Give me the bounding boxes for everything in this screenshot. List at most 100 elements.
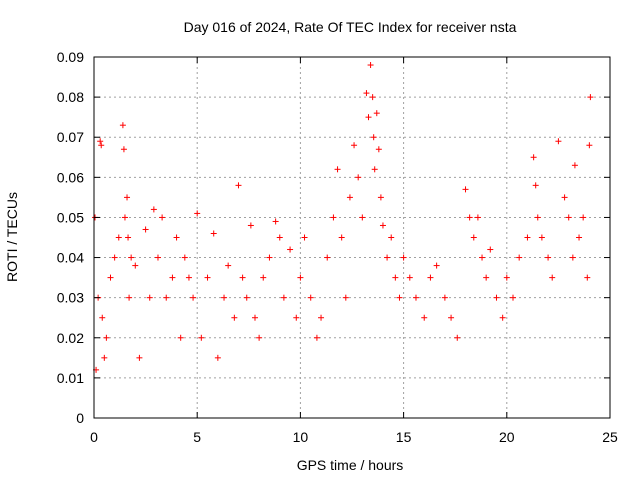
x-tick-label: 0 <box>90 429 98 445</box>
data-point <box>454 334 461 341</box>
data-point <box>493 294 500 301</box>
data-point <box>388 234 395 241</box>
data-point <box>210 230 217 237</box>
data-point <box>441 294 448 301</box>
data-point <box>128 254 135 261</box>
data-point <box>142 226 149 233</box>
data-point <box>334 166 341 173</box>
data-point <box>163 294 170 301</box>
data-point <box>555 138 562 145</box>
data-point <box>580 214 587 221</box>
data-point <box>363 90 370 97</box>
data-point <box>355 174 362 181</box>
data-point <box>509 294 516 301</box>
data-point <box>538 234 545 241</box>
y-tick-label: 0.02 <box>57 330 84 346</box>
data-point <box>367 62 374 69</box>
data-point <box>392 274 399 281</box>
data-point <box>448 314 455 321</box>
x-axis-label: GPS time / hours <box>297 457 404 473</box>
data-point <box>293 314 300 321</box>
data-point <box>121 214 128 221</box>
data-point <box>421 314 428 321</box>
y-tick-label: 0.09 <box>57 49 84 65</box>
data-point <box>307 294 314 301</box>
data-point <box>313 334 320 341</box>
plot-frame <box>93 56 611 419</box>
data-point <box>126 294 133 301</box>
data-point <box>534 214 541 221</box>
x-tick-label: 20 <box>499 429 515 445</box>
y-axis-label: ROTI / TECUs <box>4 192 20 282</box>
data-points <box>92 62 594 373</box>
data-point <box>125 234 132 241</box>
data-point <box>120 146 127 153</box>
data-point <box>146 294 153 301</box>
data-point <box>503 274 510 281</box>
y-tick-label: 0.04 <box>57 250 84 266</box>
data-point <box>154 254 161 261</box>
data-point <box>371 166 378 173</box>
data-point <box>470 234 477 241</box>
data-point <box>297 274 304 281</box>
data-point <box>462 186 469 193</box>
grid-lines <box>94 57 610 418</box>
data-point <box>185 274 192 281</box>
data-point <box>239 274 246 281</box>
data-point <box>266 254 273 261</box>
y-tick-label: 0.08 <box>57 89 84 105</box>
x-tick-label: 5 <box>193 429 201 445</box>
data-point <box>569 254 576 261</box>
data-point <box>276 234 283 241</box>
data-point <box>177 334 184 341</box>
data-point <box>124 194 131 201</box>
data-point <box>159 214 166 221</box>
data-point <box>324 254 331 261</box>
data-point <box>406 274 413 281</box>
data-point <box>330 214 337 221</box>
data-point <box>272 218 279 225</box>
data-point <box>346 194 353 201</box>
y-tick-label: 0.06 <box>57 169 84 185</box>
x-tick-label: 25 <box>602 429 618 445</box>
y-tick-label: 0.01 <box>57 370 84 386</box>
data-point <box>365 114 372 121</box>
y-tick-label: 0.03 <box>57 290 84 306</box>
data-point <box>359 214 366 221</box>
data-point <box>342 294 349 301</box>
data-point <box>427 274 434 281</box>
data-point <box>101 354 108 361</box>
data-point <box>107 274 114 281</box>
data-point <box>111 254 118 261</box>
data-point <box>375 146 382 153</box>
data-point <box>545 254 552 261</box>
data-point <box>301 234 308 241</box>
data-point <box>132 262 139 269</box>
data-point <box>474 214 481 221</box>
data-point <box>225 262 232 269</box>
data-point <box>318 314 325 321</box>
data-point <box>400 254 407 261</box>
data-point <box>136 354 143 361</box>
data-point <box>256 334 263 341</box>
data-point <box>190 294 197 301</box>
data-point <box>549 274 556 281</box>
data-point <box>530 154 537 161</box>
data-point <box>103 334 110 341</box>
x-tick-label: 15 <box>396 429 412 445</box>
data-point <box>396 294 403 301</box>
data-point <box>181 254 188 261</box>
data-point <box>499 314 506 321</box>
x-tick-labels: 0 5 10 15 20 25 <box>90 429 618 445</box>
data-point <box>150 206 157 213</box>
data-point <box>571 162 578 169</box>
data-point <box>235 182 242 189</box>
data-point <box>247 222 254 229</box>
data-point <box>565 214 572 221</box>
data-point <box>115 234 122 241</box>
data-point <box>377 194 384 201</box>
chart-title: Day 016 of 2024, Rate Of TEC Index for r… <box>184 19 517 35</box>
data-point <box>586 142 593 149</box>
data-point <box>214 354 221 361</box>
